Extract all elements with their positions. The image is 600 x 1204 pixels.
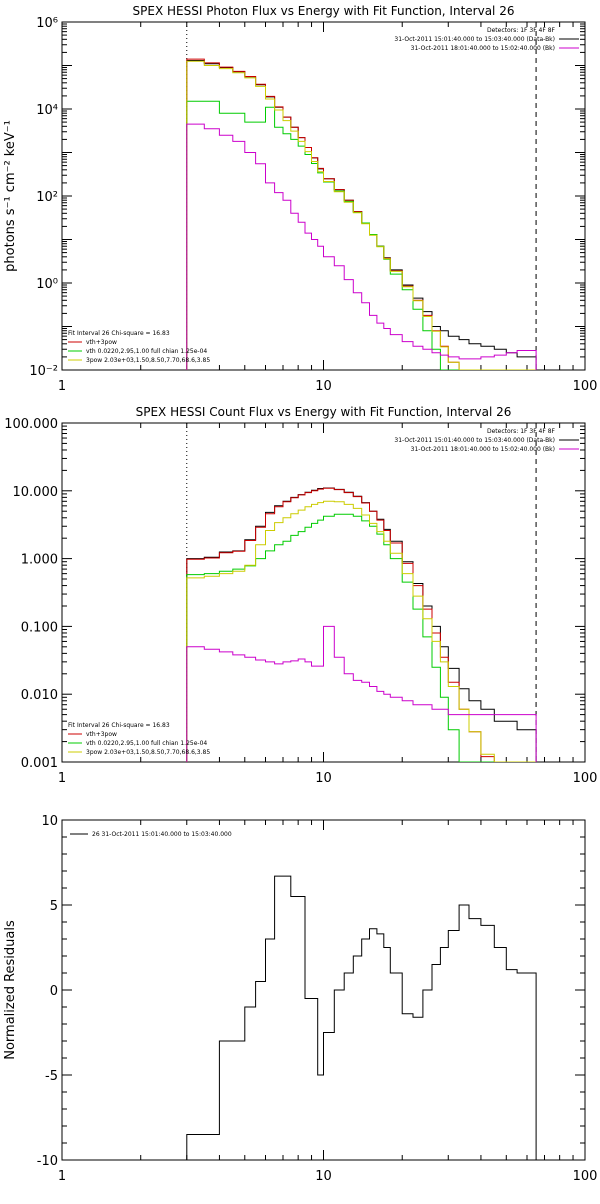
y-tick-label: 0.001: [21, 756, 58, 771]
chart-panel-2: SPEX HESSI Count Flux vs Energy with Fit…: [4, 405, 597, 786]
legend-entry: vth+3pow: [86, 339, 117, 346]
x-tick-label: 1: [58, 379, 66, 394]
series-1-line: [186, 875, 537, 1160]
chart-title: SPEX HESSI Photon Flux vs Energy with Fi…: [133, 4, 515, 18]
legend-entry: 31-Oct-2011 18:01:40.000 to 15:02:40.000…: [411, 45, 555, 52]
x-tick-label: 100: [573, 771, 598, 786]
legend-entry: vth 0.0220,2.95,1.00 full chian 1.25e-04: [86, 740, 207, 747]
y-tick-label: 5: [50, 899, 58, 914]
legend-entry: 31-Oct-2011 15:01:40.000 to 15:03:40.000…: [394, 36, 555, 43]
legend-entry: 31-Oct-2011 18:01:40.000 to 15:02:40.000…: [411, 446, 555, 453]
legend-entry: Fit Interval 26 Chi-square = 16.83: [68, 722, 170, 729]
y-axis-label: photons s⁻¹ cm⁻² keV⁻¹: [3, 120, 18, 272]
y-tick-label: 1.000: [21, 553, 58, 568]
series-5-line: [186, 625, 537, 762]
y-axis-label: Normalized Residuals: [3, 920, 18, 1060]
series-5-line: [186, 123, 537, 370]
y-tick-label: 0: [50, 984, 58, 999]
y-tick-label: 10⁰: [36, 277, 58, 292]
data-layer: [186, 487, 537, 762]
series-1-line: [186, 487, 537, 762]
chart-panel-3: 1 10 100 -10 -5 0 5 10 Normalized Residuals 26 31…: [3, 814, 597, 1184]
y-tick-label: 100.000: [4, 417, 58, 432]
legend-entry: 3pow 2.03e+03,1.50,8.50,7.70,68.6,3.85: [86, 357, 210, 364]
x-tick-label: 1: [58, 1169, 66, 1184]
y-tick-label: -5: [45, 1069, 58, 1084]
y-tick-label: -10: [37, 1154, 58, 1169]
x-tick-label: 10: [315, 771, 332, 786]
series-4-line: [186, 500, 537, 762]
chart-title: SPEX HESSI Count Flux vs Energy with Fit…: [136, 405, 512, 419]
data-layer: [186, 875, 537, 1160]
y-tick-label: 10⁻²: [29, 364, 58, 379]
chart-panel-1: SPEX HESSI Photon Flux vs Energy with Fi…: [3, 4, 597, 394]
legend-entry: 31-Oct-2011 15:01:40.000 to 15:03:40.000…: [394, 437, 555, 444]
x-tick-label: 10: [315, 1169, 332, 1184]
legend-entry: Fit Interval 26 Chi-square = 16.83: [68, 330, 170, 337]
x-tick-label: 100: [573, 1169, 598, 1184]
plot-frame: [61, 21, 586, 371]
legend-entry: 26 31-Oct-2011 15:01:40.000 to 15:03:40.…: [92, 831, 232, 838]
x-tick-label: 10: [315, 379, 332, 394]
y-tick-label: 10⁴: [36, 103, 58, 118]
legend-entry: 3pow 2.03e+03,1.50,8.50,7.70,68.6,3.85: [86, 749, 210, 756]
x-tick-label: 1: [58, 771, 66, 786]
plot-frame: [61, 819, 586, 1161]
y-tick-label: 10⁶: [36, 16, 58, 31]
legend-entry: vth 0.0220,2.95,1.00 full chian 1.25e-04: [86, 348, 207, 355]
y-tick-label: 0.010: [21, 688, 58, 703]
legend-entry: Detectors: 1F 3F 4F 8F: [487, 428, 556, 435]
series-2-line: [186, 487, 537, 762]
series-4-line: [186, 60, 537, 370]
y-tick-label: 0.100: [21, 620, 58, 635]
x-tick-label: 100: [573, 379, 598, 394]
y-tick-label: 10: [41, 814, 58, 829]
plot-frame: [61, 422, 586, 763]
y-tick-label: 10²: [36, 190, 58, 205]
y-tick-label: 10.000: [13, 485, 59, 500]
data-layer: [186, 58, 537, 370]
legend-entry: Detectors: 1F 3F 4F 8F: [487, 27, 556, 34]
legend-entry: vth+3pow: [86, 731, 117, 738]
